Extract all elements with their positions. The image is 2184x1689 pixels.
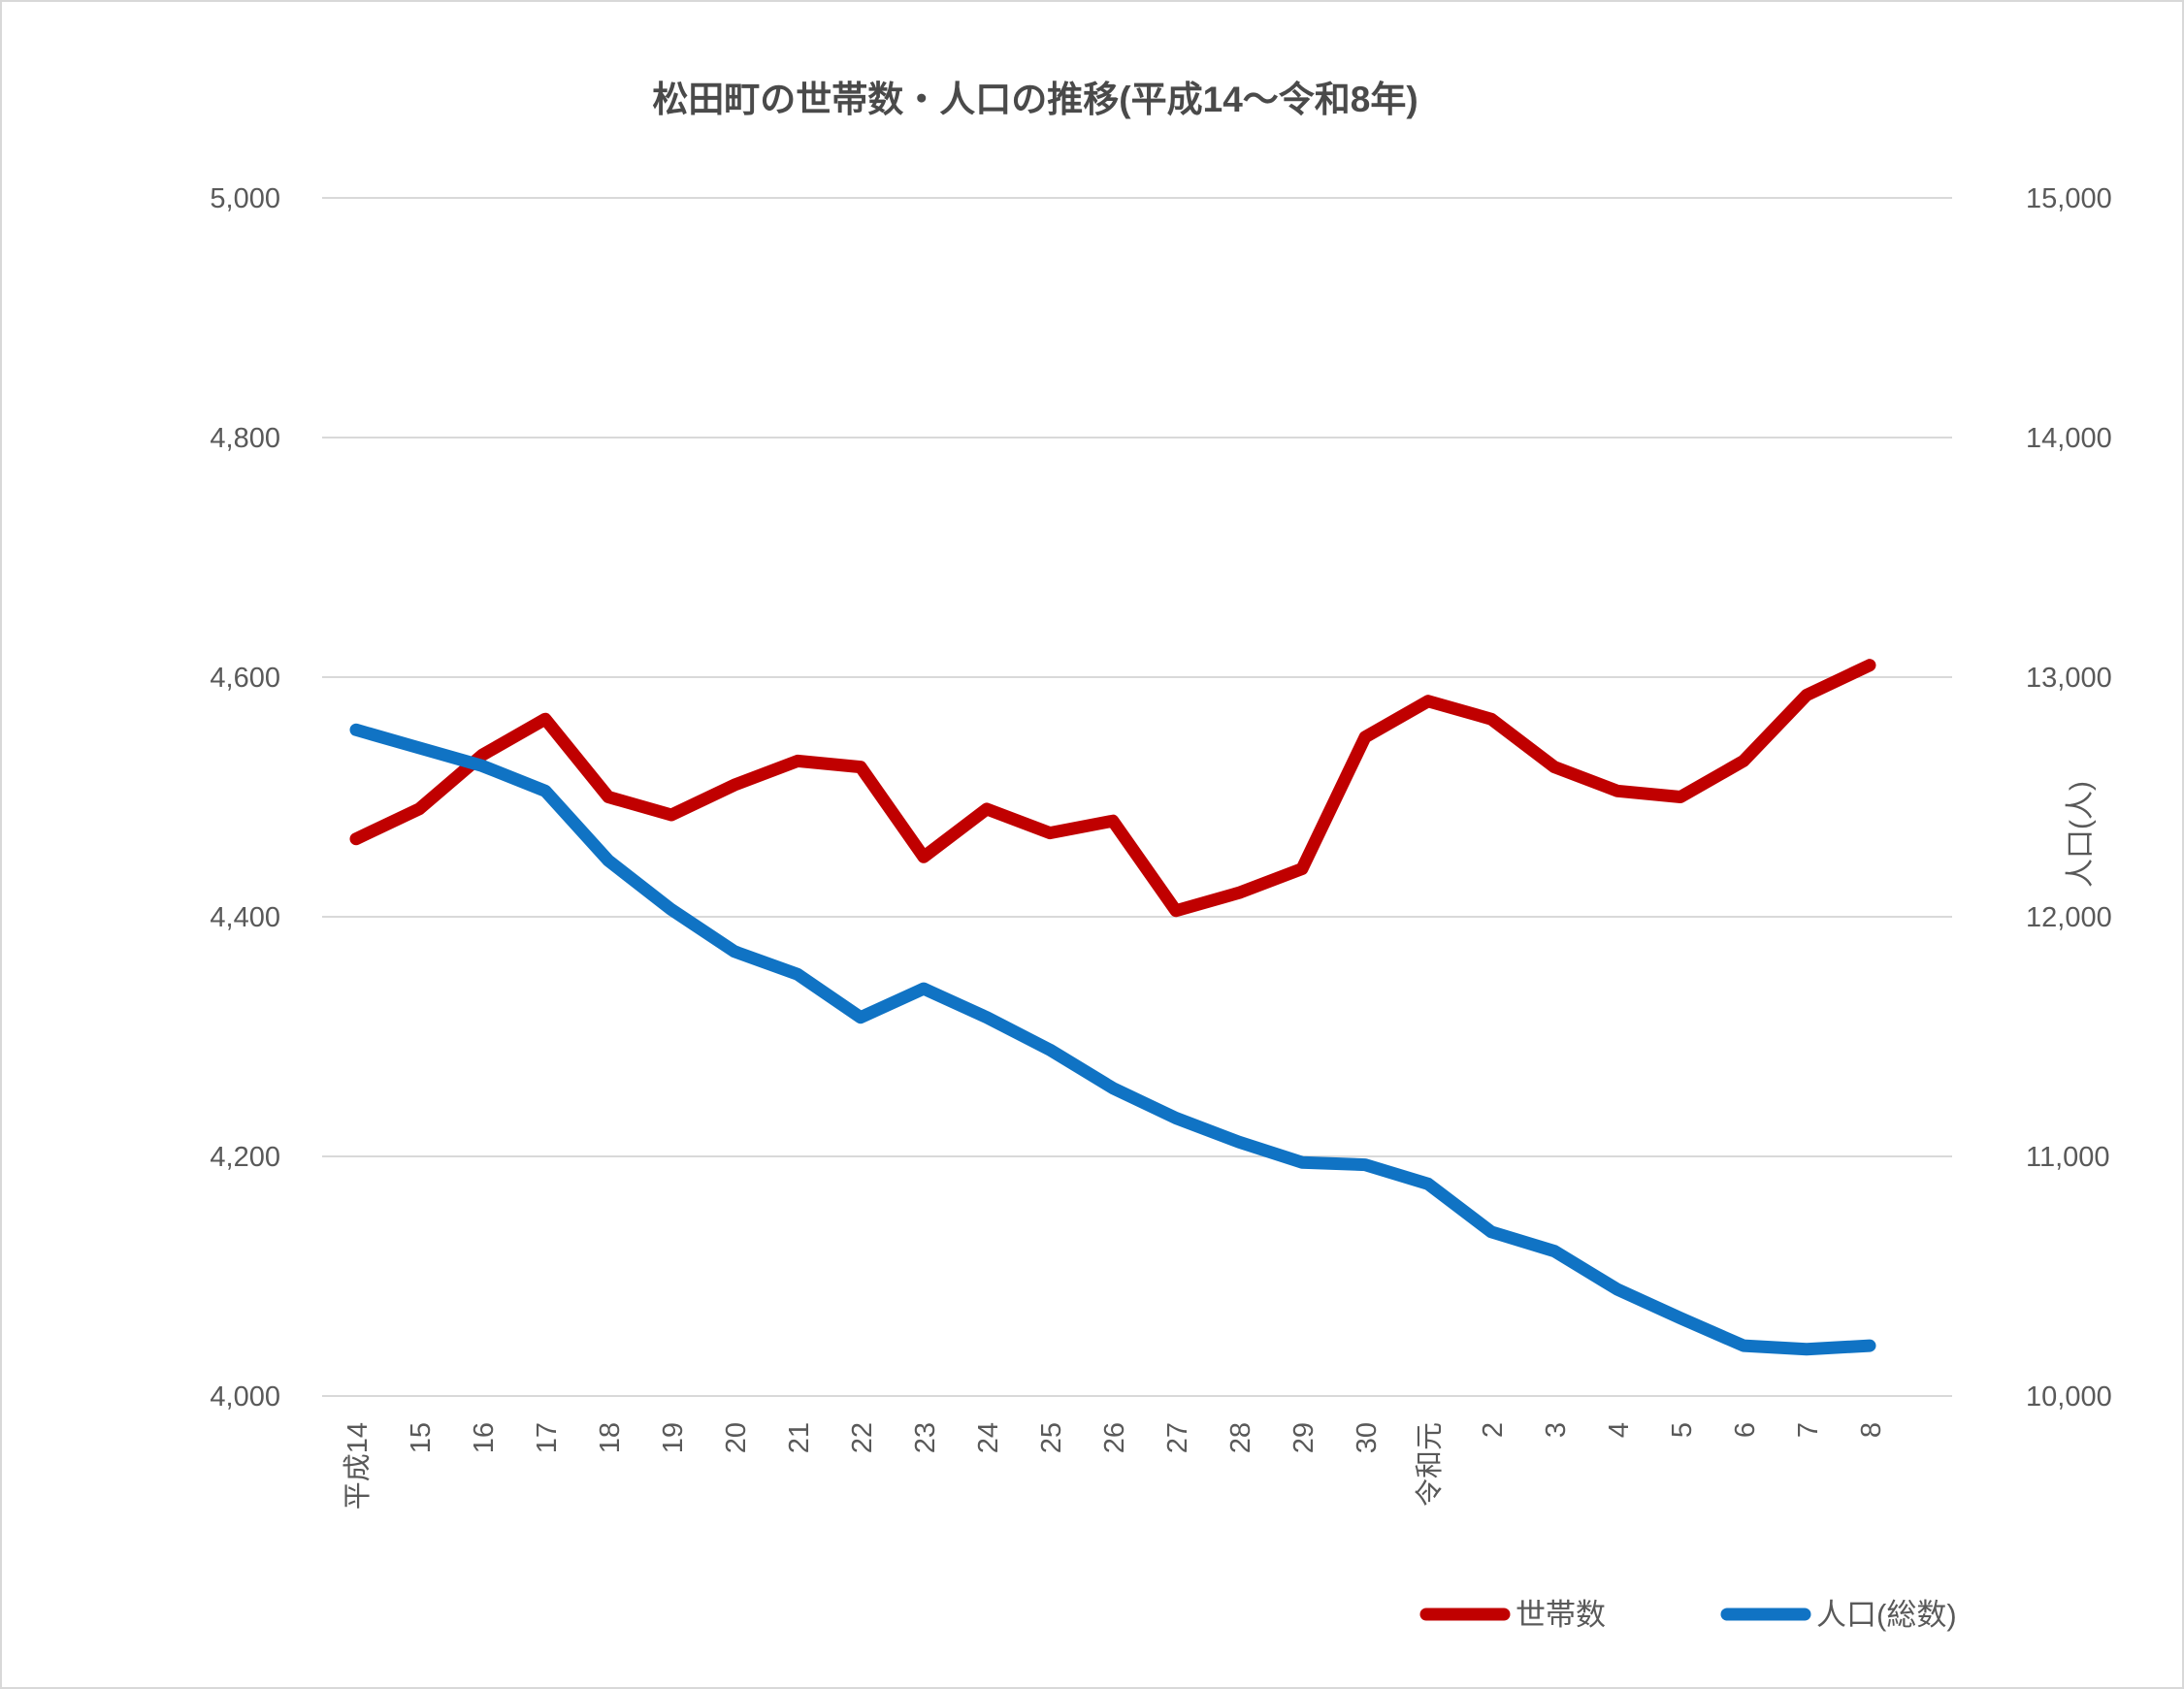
x-axis-tick-labels: 平成14 15 16 17 18 19 20 21 22 23 24 25 26 27 28 29 30 令和元 2… [342,1422,1887,1510]
population-series-line [349,723,1876,1356]
y-right-tick-label: 15,000 [2026,183,2112,214]
y-right-tick-label: 14,000 [2026,423,2112,454]
x-tick-label: 7 [1793,1422,1824,1438]
x-tick-label: 17 [532,1422,563,1453]
x-tick-label: 5 [1667,1422,1698,1438]
x-tick-label: 24 [973,1422,1004,1453]
y-axis-left-tick-labels: 5,000 4,800 4,600 4,400 4,200 4,000 [210,183,280,1413]
y-right-tick-label: 12,000 [2026,902,2112,933]
y-axis-right-tick-labels: 15,000 14,000 13,000 12,000 11,000 10,000 [2026,183,2112,1413]
legend-label: 人口(総数) [1816,1598,1957,1632]
x-tick-label: 29 [1288,1422,1320,1453]
y-left-tick-label: 4,600 [210,663,280,694]
legend-item: 世帯数 [1419,1598,1606,1632]
x-tick-label: 20 [721,1422,752,1453]
x-tick-label: 18 [595,1422,626,1453]
x-tick-label: 26 [1099,1422,1130,1453]
right-axis-title: 人口(人) [2065,781,2097,888]
x-tick-label: 8 [1856,1422,1887,1438]
x-tick-label: 平成14 [342,1422,374,1510]
x-tick-label: 6 [1730,1422,1761,1438]
x-tick-label: 3 [1541,1422,1572,1438]
x-tick-label: 28 [1225,1422,1256,1453]
x-tick-label: 16 [469,1422,500,1453]
chart-title: 松田町の世帯数・人口の推移(平成14～令和8年) [652,80,1418,119]
x-tick-label: 21 [784,1422,815,1453]
legend-label: 世帯数 [1516,1598,1606,1632]
y-right-tick-label: 11,000 [2026,1142,2110,1173]
x-tick-label: 27 [1162,1422,1193,1453]
x-tick-label: 22 [847,1422,878,1453]
legend: 世帯数 人口(総数) [1419,1598,1957,1632]
households-series-line [349,659,1876,918]
x-tick-label: 令和元 [1414,1422,1446,1507]
y-left-tick-label: 4,200 [210,1142,280,1173]
y-left-tick-label: 5,000 [210,183,280,214]
y-left-tick-label: 4,800 [210,423,280,454]
legend-item: 人口(総数) [1720,1598,1957,1632]
data-series-lines [349,659,1876,1356]
x-tick-label: 23 [910,1422,941,1453]
x-tick-label: 2 [1478,1422,1509,1438]
x-tick-label: 4 [1604,1422,1635,1438]
y-right-tick-label: 13,000 [2026,663,2112,694]
x-tick-label: 15 [406,1422,437,1453]
x-tick-label: 19 [658,1422,689,1453]
y-left-tick-label: 4,000 [210,1381,280,1413]
x-tick-label: 25 [1036,1422,1067,1453]
x-tick-label: 30 [1352,1422,1383,1453]
y-left-tick-label: 4,400 [210,902,280,933]
y-right-tick-label: 10,000 [2026,1381,2112,1413]
gridlines [322,197,1952,1397]
